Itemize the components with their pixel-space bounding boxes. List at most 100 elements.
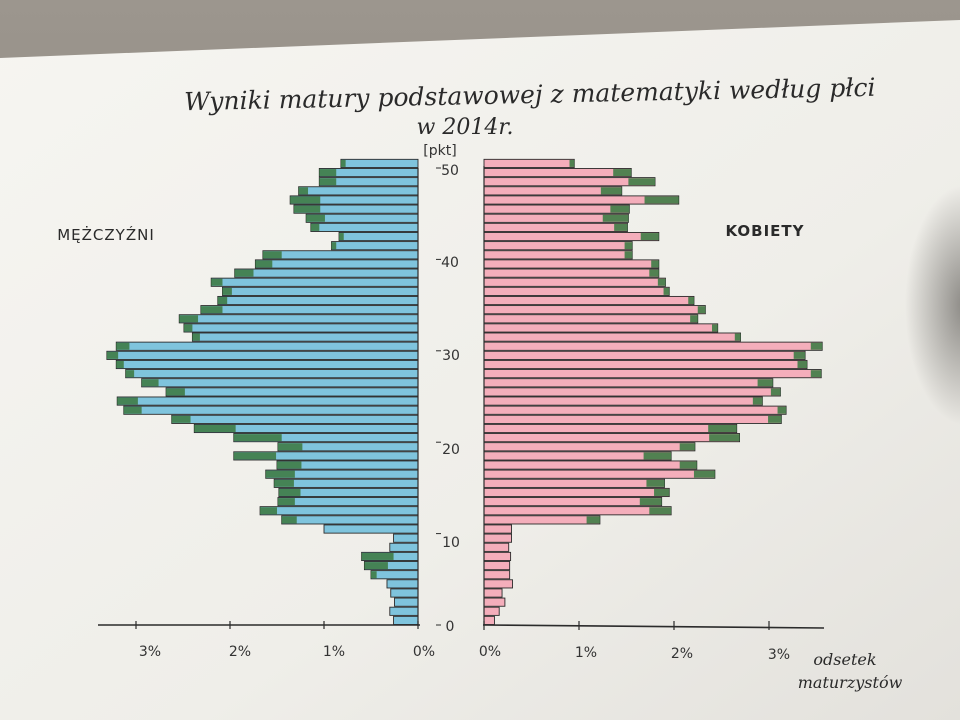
female-excess-bar xyxy=(651,260,659,268)
female-bar xyxy=(483,405,787,415)
male-excess-bar xyxy=(117,397,138,405)
female-excess-bar xyxy=(624,242,633,250)
female-excess-bar xyxy=(663,287,670,295)
female-excess-bar xyxy=(693,470,715,478)
female-excess-bar xyxy=(602,214,629,222)
female-excess-bar xyxy=(679,461,697,469)
y-tick-label-10: 10 xyxy=(442,535,460,551)
male-bar xyxy=(277,497,419,507)
female-bar xyxy=(483,460,698,470)
y-tick-label-20: 20 xyxy=(442,442,460,458)
female-bar xyxy=(483,378,774,388)
male-bar xyxy=(259,506,419,516)
male-excess-bar xyxy=(290,196,321,204)
female-bar xyxy=(483,433,741,443)
male-excess-bar xyxy=(183,324,193,332)
female-excess-bar xyxy=(752,397,763,405)
female-bar xyxy=(483,561,511,571)
female-bar xyxy=(483,551,512,561)
female-excess-bar xyxy=(810,342,823,350)
female-bar xyxy=(483,259,660,269)
male-bar xyxy=(234,268,419,278)
female-excess-bar xyxy=(797,361,807,369)
female-bar xyxy=(483,387,781,397)
male-bar xyxy=(123,405,419,415)
male-excess-bar xyxy=(166,388,185,396)
female-bar xyxy=(483,231,660,242)
male-excess-bar xyxy=(277,461,302,469)
female-bar xyxy=(483,497,663,507)
male-excess-bar xyxy=(260,507,277,515)
male-bar xyxy=(394,597,419,607)
male-excess-bar xyxy=(171,415,191,423)
male-excess-bar xyxy=(194,424,236,432)
female-bar xyxy=(483,533,512,543)
female-excess-bar xyxy=(712,324,718,332)
x-tick-label-right-0: 0% xyxy=(479,644,501,660)
female-bar xyxy=(483,295,695,306)
male-bar xyxy=(217,295,419,306)
female-bar xyxy=(483,168,632,178)
male-bar xyxy=(222,286,419,296)
female-bar xyxy=(483,250,633,260)
female-excess-bar xyxy=(657,278,666,286)
male-bar xyxy=(323,524,419,534)
x-tick-label-left-3: 3% xyxy=(139,644,161,660)
male-bar xyxy=(340,158,419,168)
female-bar xyxy=(483,469,716,479)
male-excess-bar xyxy=(234,269,254,277)
male-bar xyxy=(141,378,419,388)
male-excess-bar xyxy=(265,470,295,478)
female-excess-bar xyxy=(643,452,672,460)
paper-sheet xyxy=(0,20,960,720)
male-bar xyxy=(370,570,419,580)
male-bar xyxy=(106,350,419,360)
female-bar xyxy=(483,369,822,379)
y-axis-unit: [pkt] xyxy=(423,143,456,159)
female-excess-bar xyxy=(644,196,679,204)
left-group-label: MĘŻCZYŹNI xyxy=(57,225,155,244)
female-bar xyxy=(483,597,506,607)
male-bar xyxy=(298,186,419,196)
male-bar xyxy=(200,305,419,315)
male-bar xyxy=(210,277,419,287)
male-excess-bar xyxy=(262,251,282,259)
female-bar xyxy=(483,506,672,516)
female-bar xyxy=(483,222,628,232)
male-bar xyxy=(116,396,419,406)
female-bar xyxy=(483,423,738,434)
female-bar xyxy=(483,414,782,424)
male-excess-bar xyxy=(361,552,394,560)
female-bar xyxy=(483,451,672,461)
male-bar xyxy=(393,533,419,543)
female-excess-bar xyxy=(639,498,662,506)
y-tick-label-0: 0 xyxy=(446,619,455,635)
male-excess-bar xyxy=(255,260,273,268)
female-excess-bar xyxy=(770,388,781,396)
male-excess-bar xyxy=(106,351,119,359)
female-bar xyxy=(483,268,660,278)
male-excess-bar xyxy=(125,370,135,378)
male-excess-bar xyxy=(298,187,309,195)
chart-subtitle: w 2014r. xyxy=(417,115,514,140)
male-bar xyxy=(331,241,419,251)
male-bar xyxy=(191,332,419,342)
female-excess-bar xyxy=(810,370,822,378)
female-bar xyxy=(483,478,665,488)
female-bar xyxy=(483,158,575,168)
x-axis-label-line1: odsetek xyxy=(813,650,876,669)
female-excess-bar xyxy=(734,333,741,341)
male-excess-bar xyxy=(319,169,337,177)
female-excess-bar xyxy=(697,306,706,314)
male-bar xyxy=(338,231,419,242)
male-excess-bar xyxy=(233,434,282,442)
x-tick-label-left-0: 0% xyxy=(413,644,435,660)
hand-shadow xyxy=(905,185,960,425)
female-excess-bar xyxy=(628,178,655,186)
male-excess-bar xyxy=(339,233,344,241)
male-excess-bar xyxy=(217,297,228,305)
male-bar xyxy=(115,359,419,370)
male-bar xyxy=(183,323,419,333)
female-bar xyxy=(483,524,512,534)
